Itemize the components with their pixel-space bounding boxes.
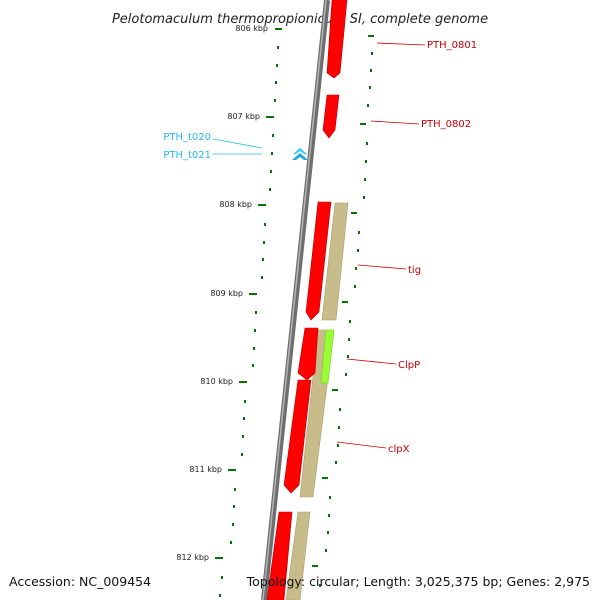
kbp-label-810: 810 kbp — [200, 377, 233, 386]
gene-bar-next — [285, 511, 311, 600]
genome-backbone — [261, 0, 330, 600]
kbp-label-812: 812 kbp — [176, 553, 209, 562]
cds-arrow-pth0802 — [322, 94, 340, 139]
trna-t020-icon — [293, 148, 307, 154]
t020-connector — [212, 138, 263, 149]
clpp-highlight — [320, 329, 335, 384]
genome-backbone-highlight — [262, 0, 327, 600]
cds-arrow-pth0801 — [326, 0, 348, 79]
label-t021[interactable]: PTH_t021 — [163, 150, 211, 161]
pth0801-connector — [376, 42, 426, 46]
kbp-label-809: 809 kbp — [210, 289, 243, 298]
outer-minor-ticks — [319, 52, 373, 587]
kbp-label-806: 806 kbp — [235, 24, 268, 33]
label-clpp[interactable]: ClpP — [398, 360, 420, 371]
label-t020[interactable]: PTH_t020 — [163, 132, 211, 143]
cds-arrow-tig — [305, 201, 332, 321]
tig-connector — [357, 264, 407, 270]
map-title: Pelotomaculum thermopropionicum SI, comp… — [112, 12, 488, 27]
clpp-connector — [346, 358, 397, 365]
label-pth0801[interactable]: PTH_0801 — [427, 40, 477, 51]
gene-bar-tig — [321, 202, 349, 321]
kbp-label-811: 811 kbp — [189, 465, 222, 474]
trna-t021-icon — [292, 153, 308, 160]
inner-scale — [215, 28, 282, 597]
pth0802-connector — [370, 120, 420, 125]
accession-text: Accession: NC_009454 — [9, 574, 151, 589]
inner-minor-ticks — [219, 46, 279, 597]
cds-arrow-clpx — [283, 379, 312, 494]
kbp-label-808: 808 kbp — [219, 200, 252, 209]
label-clpx[interactable]: clpX — [388, 444, 410, 455]
clpx-connector — [336, 441, 387, 449]
label-tig[interactable]: tig — [408, 265, 421, 276]
outer-scale — [312, 35, 374, 587]
topology-text: Topology: circular; Length: 3,025,375 bp… — [246, 574, 590, 589]
cds-arrow-clpp — [297, 327, 319, 381]
label-pth0802[interactable]: PTH_0802 — [421, 119, 471, 130]
cds-arrow-next — [266, 511, 293, 600]
kbp-label-807: 807 kbp — [227, 112, 260, 121]
